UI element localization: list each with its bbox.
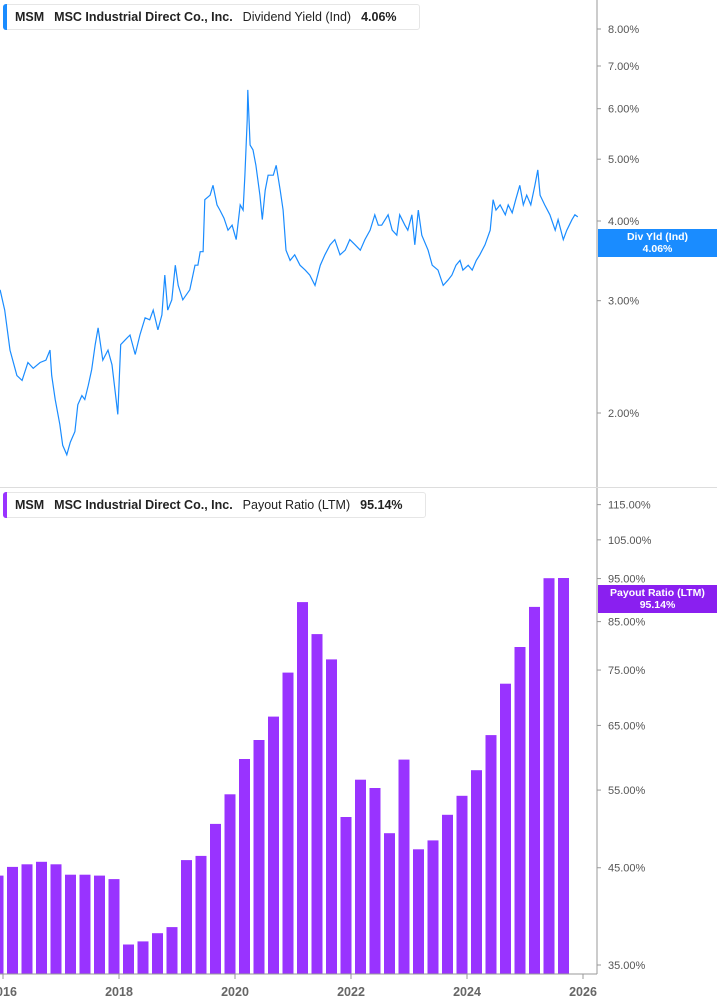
payout-bar-2016-Q1 — [7, 866, 18, 974]
payout-bar-2016-Q4 — [50, 864, 62, 974]
y-tick-label: 2.00% — [608, 408, 639, 420]
tag-value: 95.14% — [639, 599, 676, 611]
series-color-marker — [3, 492, 7, 518]
payout-bar-2017-Q3 — [94, 875, 105, 974]
payout-bar-2020-Q4 — [282, 672, 294, 974]
payout-bar-2022-Q2 — [369, 788, 381, 974]
metric-name: Dividend Yield (Ind) — [242, 10, 352, 24]
y-tick-label: 35.00% — [608, 960, 646, 972]
y-tick-label: 8.00% — [608, 24, 639, 36]
y-tick-label: 5.00% — [608, 154, 639, 166]
bottom-y-axis: 115.00% 105.00% 95.00% 85.00% 75.00% 65.00% 55… — [597, 500, 652, 972]
dividend-yield-plot — [0, 89, 579, 457]
y-tick-label: 115.00% — [608, 500, 651, 512]
payout-bar-2025-Q3 — [558, 578, 569, 974]
metric-name: Payout Ratio (LTM) — [242, 498, 351, 512]
payout-bar-2015-Q4 — [0, 875, 4, 974]
ticker: MSM — [15, 498, 45, 512]
payout-bar-2019-Q4 — [224, 794, 236, 974]
payout-bar-2020-Q2 — [253, 740, 265, 974]
payout-bar-2023-Q4 — [456, 795, 468, 974]
y-tick-label: 6.00% — [608, 104, 639, 116]
y-tick-label: 45.00% — [608, 863, 646, 875]
payout-bar-2022-Q4 — [398, 759, 410, 974]
payout-bar-2023-Q1 — [413, 849, 424, 974]
tag-label: Payout Ratio (LTM) — [610, 587, 705, 599]
payout-bar-2022-Q1 — [355, 779, 366, 974]
payout-bar-2020-Q3 — [268, 716, 279, 974]
y-tick-label: 85.00% — [608, 617, 646, 629]
payout-bar-2021-Q4 — [340, 817, 352, 974]
company-name: MSC Industrial Direct Co., Inc. — [54, 498, 233, 512]
payout-bar-2024-Q1 — [471, 770, 482, 974]
top-legend-box: MSM MSC Industrial Direct Co., Inc. Divi… — [3, 4, 420, 30]
tag-label: Div Yld (Ind) — [626, 231, 689, 243]
payout-bar-2021-Q1 — [297, 602, 308, 974]
payout-bar-2025-Q2 — [543, 578, 555, 974]
payout-bar-2024-Q3 — [500, 683, 511, 974]
payout-bar-2020-Q1 — [239, 759, 250, 974]
payout-bar-2021-Q3 — [326, 659, 337, 974]
x-tick-label: 2018 — [105, 985, 133, 999]
top-y-axis: 8.00% 7.00% 6.00% 5.00% 4.00% 3.00% 2.00% — [597, 24, 639, 420]
x-axis: 2016 2018 2020 2022 2024 2026 — [0, 974, 597, 999]
payout-ratio-plot — [0, 578, 569, 974]
bottom-legend-box: MSM MSC Industrial Direct Co., Inc. Payo… — [3, 492, 426, 518]
payout-bar-2023-Q2 — [427, 840, 439, 974]
payout-bar-2017-Q4 — [108, 879, 120, 974]
payout-bar-2018-Q3 — [152, 933, 163, 974]
y-tick-label: 95.00% — [608, 574, 646, 586]
payout-bar-2021-Q2 — [311, 634, 323, 974]
payout-bar-2018-Q1 — [123, 944, 134, 974]
payout-bar-2016-Q3 — [36, 861, 47, 974]
y-tick-label: 65.00% — [608, 720, 646, 732]
y-tick-label: 105.00% — [608, 535, 652, 547]
payout-bar-2023-Q3 — [442, 814, 453, 974]
payout-bar-2025-Q1 — [529, 606, 540, 974]
payout-bar-2018-Q4 — [166, 927, 178, 974]
y-tick-label: 7.00% — [608, 61, 639, 73]
metric-value: 95.14% — [360, 498, 403, 512]
tag-value: 4.06% — [642, 243, 673, 255]
y-tick-label: 55.00% — [608, 785, 646, 797]
payout-bar-2017-Q1 — [65, 874, 76, 974]
current-payout-tag: Payout Ratio (LTM) 95.14% — [598, 585, 717, 613]
y-tick-label: 75.00% — [608, 665, 646, 677]
series-color-marker — [3, 4, 7, 30]
payout-bar-2019-Q3 — [210, 823, 221, 974]
ticker: MSM — [15, 10, 45, 24]
payout-bar-2019-Q1 — [181, 860, 192, 974]
current-yield-tag: Div Yld (Ind) 4.06% — [598, 229, 717, 257]
payout-bar-2024-Q2 — [485, 735, 497, 974]
payout-bar-2016-Q2 — [21, 864, 33, 974]
payout-bar-2017-Q2 — [79, 874, 91, 974]
y-tick-label: 3.00% — [608, 296, 639, 308]
x-tick-label: 2022 — [337, 985, 365, 999]
company-name: MSC Industrial Direct Co., Inc. — [54, 10, 233, 24]
y-tick-label: 4.00% — [608, 216, 639, 228]
x-tick-label: 2016 — [0, 985, 17, 999]
dividend-yield-line — [0, 89, 579, 457]
payout-bar-2018-Q2 — [137, 941, 149, 974]
payout-bar-2024-Q4 — [514, 647, 526, 974]
metric-value: 4.06% — [361, 10, 397, 24]
x-tick-label: 2020 — [221, 985, 249, 999]
payout-bar-2022-Q3 — [384, 833, 395, 974]
x-tick-label: 2024 — [453, 985, 481, 999]
payout-bar-2019-Q2 — [195, 855, 207, 974]
x-tick-label: 2026 — [569, 985, 597, 999]
